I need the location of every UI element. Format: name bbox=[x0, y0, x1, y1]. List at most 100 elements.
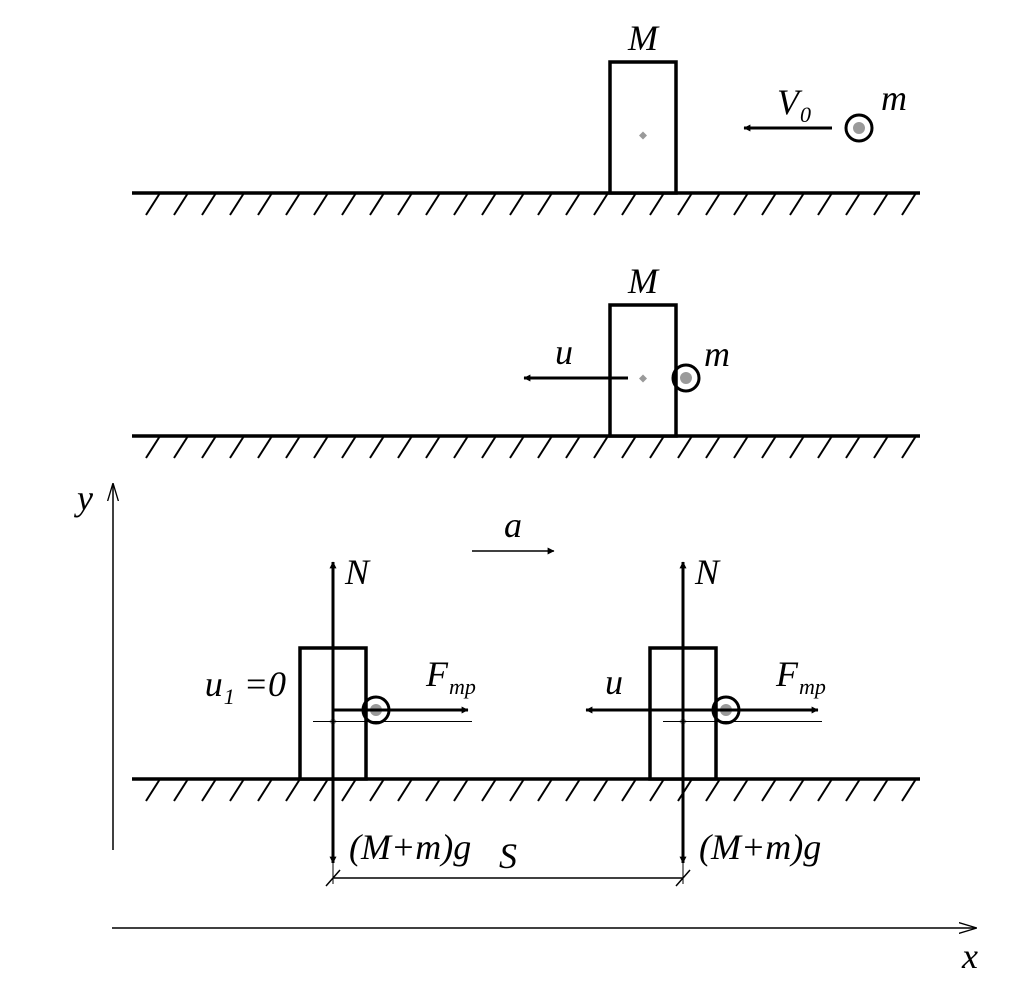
diagram-shape bbox=[622, 779, 636, 801]
label-M-2: M bbox=[627, 261, 660, 301]
diagram-shape bbox=[258, 193, 272, 215]
diagram-shape bbox=[734, 193, 748, 215]
diagram-shape bbox=[398, 779, 412, 801]
diagram-shape bbox=[853, 122, 865, 134]
diagram-shape bbox=[398, 436, 412, 458]
diagram-shape bbox=[734, 779, 748, 801]
diagram-shape bbox=[482, 436, 496, 458]
diagram-shape bbox=[566, 436, 580, 458]
diagram-shape bbox=[622, 193, 636, 215]
diagram-shape bbox=[482, 193, 496, 215]
diagram-shape bbox=[342, 193, 356, 215]
diagram-shape bbox=[678, 193, 692, 215]
diagram-shape bbox=[286, 436, 300, 458]
diagram-shape bbox=[342, 436, 356, 458]
diagram-shape bbox=[594, 779, 608, 801]
diagram-shape bbox=[622, 436, 636, 458]
diagram-shape bbox=[762, 436, 776, 458]
label-m-2: m bbox=[704, 334, 730, 374]
diagram-shape bbox=[566, 779, 580, 801]
label-u-2: u bbox=[555, 332, 573, 372]
diagram-shape bbox=[610, 62, 676, 193]
diagram-shape bbox=[902, 193, 916, 215]
diagram-shape bbox=[230, 436, 244, 458]
diagram-shape bbox=[258, 436, 272, 458]
diagram-shape bbox=[538, 779, 552, 801]
diagram-shape bbox=[706, 193, 720, 215]
label-a: a bbox=[504, 505, 522, 545]
diagram-shape bbox=[678, 779, 692, 801]
diagram-shape bbox=[454, 779, 468, 801]
diagram-shape bbox=[174, 436, 188, 458]
diagram-shape bbox=[818, 779, 832, 801]
label-N-right: N bbox=[694, 552, 721, 592]
diagram-shape bbox=[426, 193, 440, 215]
diagram-shape bbox=[706, 779, 720, 801]
diagram-shape bbox=[874, 436, 888, 458]
diagram-shape bbox=[174, 193, 188, 215]
diagram-shape bbox=[818, 436, 832, 458]
diagram-shape bbox=[286, 779, 300, 801]
diagram-shape bbox=[370, 193, 384, 215]
label-Ffr-left: Fтр bbox=[425, 654, 476, 699]
diagram-shape bbox=[818, 193, 832, 215]
diagram-shape bbox=[706, 436, 720, 458]
diagram-shape bbox=[370, 779, 384, 801]
label-axis-y: y bbox=[74, 478, 93, 518]
diagram-shape bbox=[874, 779, 888, 801]
diagram-shape bbox=[762, 193, 776, 215]
diagram-shape bbox=[146, 193, 160, 215]
diagram-shape bbox=[678, 436, 692, 458]
diagram-shape bbox=[426, 436, 440, 458]
diagram-shape bbox=[594, 193, 608, 215]
diagram-shape bbox=[650, 193, 664, 215]
label-u-3: u bbox=[605, 662, 623, 702]
diagram-shape bbox=[230, 779, 244, 801]
label-M-1: M bbox=[627, 18, 660, 58]
diagram-shape bbox=[650, 436, 664, 458]
diagram-shape bbox=[566, 193, 580, 215]
diagram-shape bbox=[762, 779, 776, 801]
diagram-shape bbox=[650, 779, 664, 801]
diagram-shape bbox=[846, 436, 860, 458]
diagram-shape bbox=[510, 436, 524, 458]
diagram-shape bbox=[202, 436, 216, 458]
diagram-shape bbox=[286, 193, 300, 215]
diagram-shape bbox=[202, 193, 216, 215]
diagram-shape bbox=[538, 436, 552, 458]
diagram-shape bbox=[454, 436, 468, 458]
diagram-shape bbox=[790, 779, 804, 801]
diagram-shape bbox=[846, 779, 860, 801]
diagram-shape bbox=[314, 193, 328, 215]
diagram-shape bbox=[174, 779, 188, 801]
label-S: S bbox=[499, 836, 517, 876]
diagram-shape bbox=[426, 779, 440, 801]
diagram-shape bbox=[146, 779, 160, 801]
diagram-shape bbox=[510, 779, 524, 801]
diagram-shape bbox=[874, 193, 888, 215]
diagram-shape bbox=[902, 779, 916, 801]
label-Ffr-right: Fтр bbox=[775, 654, 826, 699]
diagram-shape bbox=[258, 779, 272, 801]
diagram-shape bbox=[790, 436, 804, 458]
label-W-right: (M+m)g bbox=[699, 827, 821, 867]
label-V0: V0 bbox=[777, 82, 811, 127]
diagram-shape bbox=[902, 436, 916, 458]
diagram-shape bbox=[846, 193, 860, 215]
diagram-shape bbox=[734, 436, 748, 458]
diagram-shape bbox=[314, 436, 328, 458]
diagram-shape bbox=[482, 779, 496, 801]
label-m-1: m bbox=[881, 78, 907, 118]
label-N-left: N bbox=[344, 552, 371, 592]
diagram-shape bbox=[594, 436, 608, 458]
diagram-shape bbox=[202, 779, 216, 801]
diagram-shape bbox=[538, 193, 552, 215]
diagram-shape bbox=[230, 193, 244, 215]
diagram-shape bbox=[146, 436, 160, 458]
label-axis-x: x bbox=[961, 936, 978, 976]
label-u1: u1 =0 bbox=[205, 664, 286, 709]
diagram-shape bbox=[680, 372, 692, 384]
label-W-left: (M+m)g bbox=[349, 827, 471, 867]
diagram-shape bbox=[510, 193, 524, 215]
diagram-shape bbox=[610, 305, 676, 436]
